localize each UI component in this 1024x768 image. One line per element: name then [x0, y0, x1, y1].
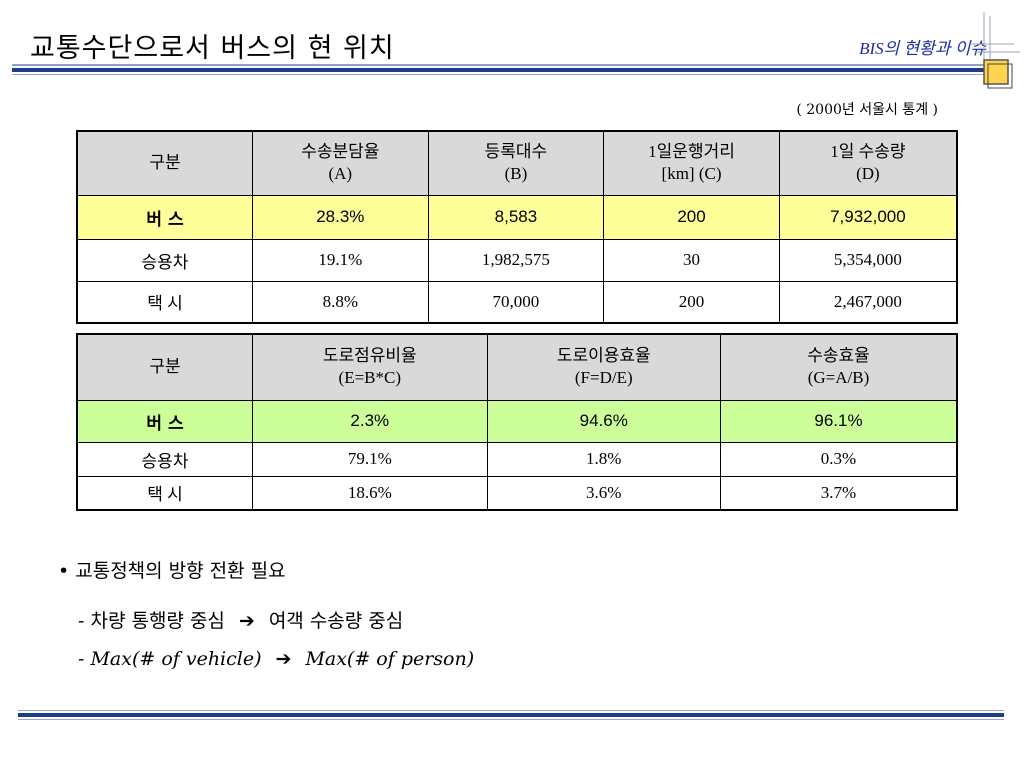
table-header-row: 구분 도로점유비율 (E=B*C) 도로이용효율 (F=D/E) 수송효율 (G=A/…	[76, 333, 958, 401]
row-label: 택 시	[76, 280, 253, 324]
table-cell: 200	[603, 194, 780, 240]
bullet-sub-right: 여객 수송량 중심	[268, 610, 404, 632]
table-cell: 2.3%	[252, 399, 488, 443]
table-row: 택 시 8.8% 70,000 200 2,467,000	[76, 280, 958, 324]
statistics-note: ( 2000년 서울시 통계 )	[796, 102, 938, 118]
road-efficiency-table: 구분 도로점유비율 (E=B*C) 도로이용효율 (F=D/E) 수송효율 (G=A/…	[76, 333, 958, 511]
row-label: 버 스	[76, 399, 254, 443]
row-label: 승용차	[76, 238, 253, 282]
table-cell: 200	[603, 280, 780, 324]
table-cell: 0.3%	[719, 441, 958, 477]
row-label: 택 시	[76, 475, 254, 511]
table-cell: 5,354,000	[778, 238, 958, 282]
transport-stats-table: 구분 수송분담율 (A) 등록대수 (B) 1일운행거리 [km] (C) 1일 수송…	[76, 130, 958, 324]
table-row: 승용차 19.1% 1,982,575 30 5,354,000	[76, 238, 958, 282]
bullet-sub-right: Max(# of person)	[305, 648, 475, 670]
header-cell: 수송효율 (G=A/B)	[719, 333, 958, 401]
table-cell: 96.1%	[719, 399, 958, 443]
bullet-sub-korean: - 차량 통행량 중심 ➔ 여객 수송량 중심	[78, 606, 403, 633]
header-cell: 1일운행거리 [km] (C)	[603, 130, 780, 196]
right-arrow-icon: ➔	[275, 648, 292, 670]
header-cell: 수송분담율 (A)	[252, 130, 429, 196]
table-cell: 1.8%	[486, 441, 721, 477]
slide-title: 교통수단으로서 버스의 현 위치	[30, 33, 395, 64]
bullet-sub-left: - 차량 통행량 중심	[78, 610, 225, 632]
table-cell: 79.1%	[252, 441, 488, 477]
footer-divider	[18, 710, 1004, 720]
slide-subtitle: BIS의 현황과 이슈	[859, 39, 986, 58]
table-cell: 18.6%	[252, 475, 488, 511]
table-row: 택 시 18.6% 3.6% 3.7%	[76, 475, 958, 511]
header-cell: 등록대수 (B)	[427, 130, 605, 196]
right-arrow-icon: ➔	[238, 610, 255, 632]
bullet-sub-left: - Max(# of vehicle)	[78, 648, 262, 670]
row-label: 버 스	[76, 194, 253, 240]
table-cell: 30	[603, 238, 780, 282]
table-row: 버 스 2.3% 94.6% 96.1%	[76, 399, 958, 443]
table-cell: 70,000	[427, 280, 605, 324]
table-row: 버 스 28.3% 8,583 200 7,932,000	[76, 194, 958, 240]
table-cell: 7,932,000	[778, 194, 958, 240]
header-divider	[12, 64, 987, 76]
table-header-row: 구분 수송분담율 (A) 등록대수 (B) 1일운행거리 [km] (C) 1일 수송…	[76, 130, 958, 196]
table-cell: 94.6%	[486, 399, 721, 443]
table-cell: 8.8%	[252, 280, 429, 324]
bullet-main: • 교통정책의 방향 전환 필요	[58, 560, 286, 582]
corner-decoration-icon	[970, 12, 1020, 89]
table-cell: 3.7%	[719, 475, 958, 511]
table-cell: 28.3%	[252, 194, 429, 240]
table-cell: 1,982,575	[427, 238, 605, 282]
header-cell: 구분	[76, 130, 253, 196]
header-cell: 도로점유비율 (E=B*C)	[252, 333, 488, 401]
table-row: 승용차 79.1% 1.8% 0.3%	[76, 441, 958, 477]
header-cell: 1일 수송량 (D)	[778, 130, 958, 196]
table-cell: 3.6%	[486, 475, 721, 511]
table-cell: 2,467,000	[778, 280, 958, 324]
row-label: 승용차	[76, 441, 254, 477]
header-cell: 구분	[76, 333, 254, 401]
table-cell: 19.1%	[252, 238, 429, 282]
table-cell: 8,583	[427, 194, 605, 240]
bullet-sub-english: - Max(# of vehicle) ➔ Max(# of person)	[78, 648, 474, 670]
header-cell: 도로이용효율 (F=D/E)	[486, 333, 721, 401]
